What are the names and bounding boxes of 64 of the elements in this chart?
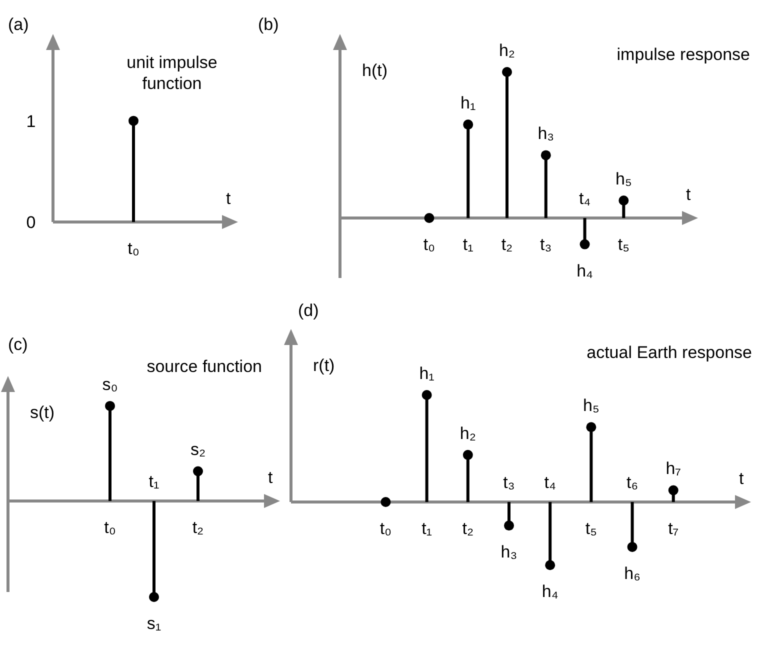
annotation: h₄ bbox=[576, 261, 594, 280]
annotation: h₅ bbox=[616, 169, 632, 188]
x-tick-label: t₂ bbox=[192, 518, 204, 537]
text: unit impulse function bbox=[126, 53, 218, 93]
chart-title: actual Earth response bbox=[586, 343, 752, 362]
annotation: h₂ bbox=[498, 41, 516, 60]
x-tick-label: t₀ bbox=[104, 518, 116, 537]
x-tick-label: t₃ bbox=[540, 235, 552, 254]
chart-title: source function bbox=[146, 357, 262, 376]
point bbox=[462, 450, 473, 460]
annotation: h₇ bbox=[666, 459, 682, 478]
x-tick-label: t₃ bbox=[503, 473, 515, 492]
x-tick-label: t₄ bbox=[544, 473, 556, 492]
annotation: h₃ bbox=[500, 542, 518, 562]
point bbox=[586, 422, 596, 432]
x-axis-title: t bbox=[268, 468, 273, 487]
annotation: h₂ bbox=[460, 424, 476, 443]
x-tick-label: t₅ bbox=[618, 235, 630, 254]
annotation: h₅ bbox=[583, 396, 600, 416]
point bbox=[380, 497, 391, 507]
y-tick-label: 1 bbox=[26, 112, 36, 131]
point bbox=[618, 195, 629, 206]
x-tick-label: t₅ bbox=[585, 519, 597, 538]
point bbox=[502, 67, 512, 77]
x-axis-title: t bbox=[739, 469, 744, 488]
annotation: h₁ bbox=[419, 364, 435, 383]
y-axis-title: s(t) bbox=[30, 403, 55, 422]
y-tick-label: 0 bbox=[26, 213, 36, 232]
point bbox=[422, 390, 432, 400]
point bbox=[580, 239, 590, 250]
annotation: s₁ bbox=[146, 614, 162, 633]
x-tick-label: t₀ bbox=[128, 239, 140, 258]
annotation: s₀ bbox=[102, 374, 118, 394]
text: (b) bbox=[258, 15, 279, 34]
x-tick-label: t₀ bbox=[380, 519, 392, 538]
x-tick-label: t₀ bbox=[423, 235, 436, 254]
annotation: h₆ bbox=[624, 564, 640, 583]
text: (d) bbox=[298, 301, 319, 320]
point bbox=[627, 542, 638, 552]
x-tick-label: t₄ bbox=[578, 189, 591, 208]
annotation: s₂ bbox=[190, 440, 206, 460]
text: (c) bbox=[8, 335, 28, 354]
x-tick-label: t₂ bbox=[462, 519, 474, 538]
point bbox=[504, 520, 514, 531]
point bbox=[463, 120, 474, 130]
annotation: h₁ bbox=[460, 94, 476, 113]
annotation: h₃ bbox=[538, 124, 554, 144]
text: (a) bbox=[8, 15, 29, 34]
x-tick-label: t₂ bbox=[501, 235, 513, 254]
point bbox=[668, 485, 678, 496]
x-tick-label: t₇ bbox=[668, 519, 679, 538]
x-tick-label: t₁ bbox=[422, 519, 432, 538]
annotation: h₄ bbox=[542, 582, 558, 602]
x-tick-label: t₆ bbox=[626, 473, 638, 492]
x-tick-label: t₁ bbox=[462, 235, 474, 254]
y-axis-title: r(t) bbox=[313, 356, 335, 375]
x-axis-title: t bbox=[686, 185, 691, 204]
chart-title: impulse response bbox=[616, 45, 750, 64]
y-axis-title: h(t) bbox=[362, 61, 388, 80]
x-tick-label: t₁ bbox=[148, 472, 160, 491]
point bbox=[545, 560, 556, 570]
x-axis-title: t bbox=[226, 189, 231, 208]
point bbox=[540, 150, 551, 160]
point bbox=[424, 213, 434, 223]
